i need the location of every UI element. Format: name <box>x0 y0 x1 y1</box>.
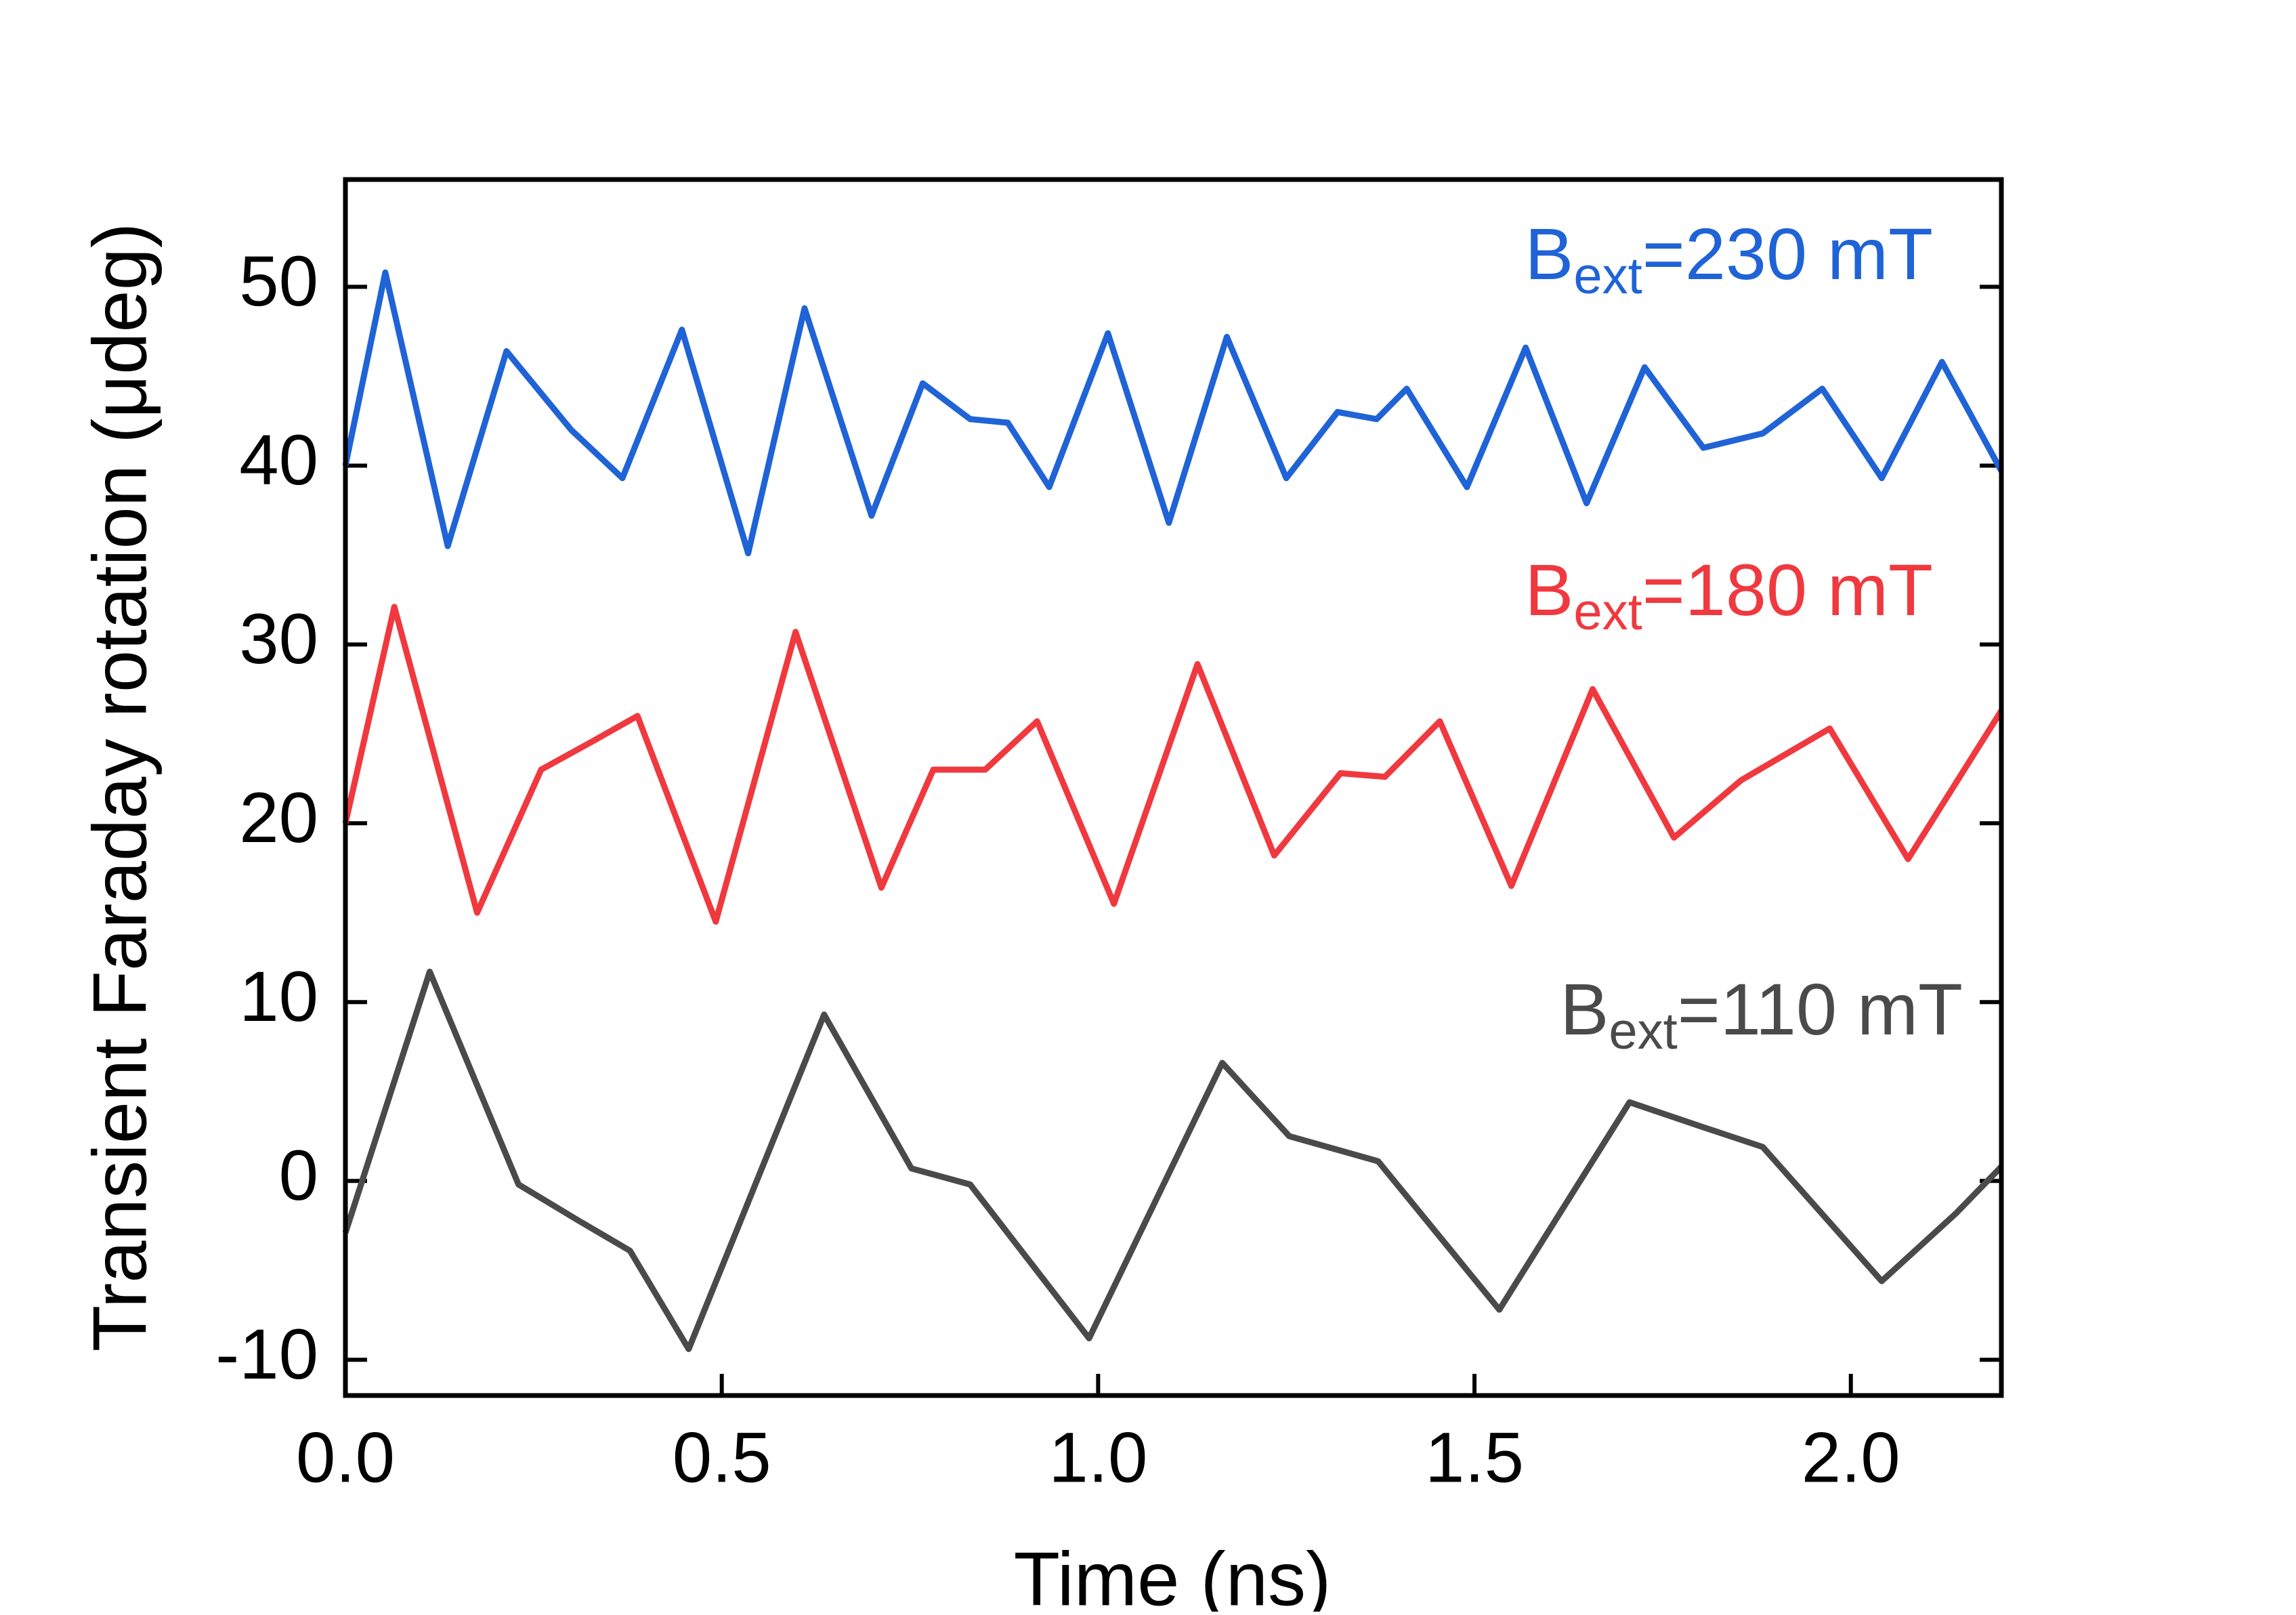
series-line <box>342 604 2004 925</box>
x-axis-label: Time (ns) <box>1014 1537 1332 1612</box>
y-tick-label: -10 <box>215 1315 318 1394</box>
y-tick-label: 10 <box>239 957 318 1036</box>
y-tick-label: 40 <box>239 421 318 500</box>
plot-frame <box>343 177 2004 1398</box>
x-tick-label: 0.5 <box>673 1419 771 1498</box>
x-tick-label: 0.0 <box>296 1419 395 1498</box>
series-line <box>342 269 2004 557</box>
series-label: Bext=180 mT <box>1525 549 1933 642</box>
x-tick-label: 2.0 <box>1802 1419 1900 1498</box>
y-tick-label: 20 <box>239 778 318 858</box>
x-tick-label: 1.5 <box>1425 1419 1524 1498</box>
series-line <box>342 968 2004 1352</box>
y-tick-label: 30 <box>239 600 318 679</box>
series-label: Bext=110 mT <box>1560 968 1963 1061</box>
y-tick-label: 50 <box>239 242 318 321</box>
x-tick-label: 1.0 <box>1048 1419 1147 1498</box>
y-tick-label: 0 <box>279 1136 318 1215</box>
y-axis-label: Transient Faraday rotation (μdeg) <box>78 223 163 1352</box>
series-label: Bext=230 mT <box>1525 213 1933 306</box>
